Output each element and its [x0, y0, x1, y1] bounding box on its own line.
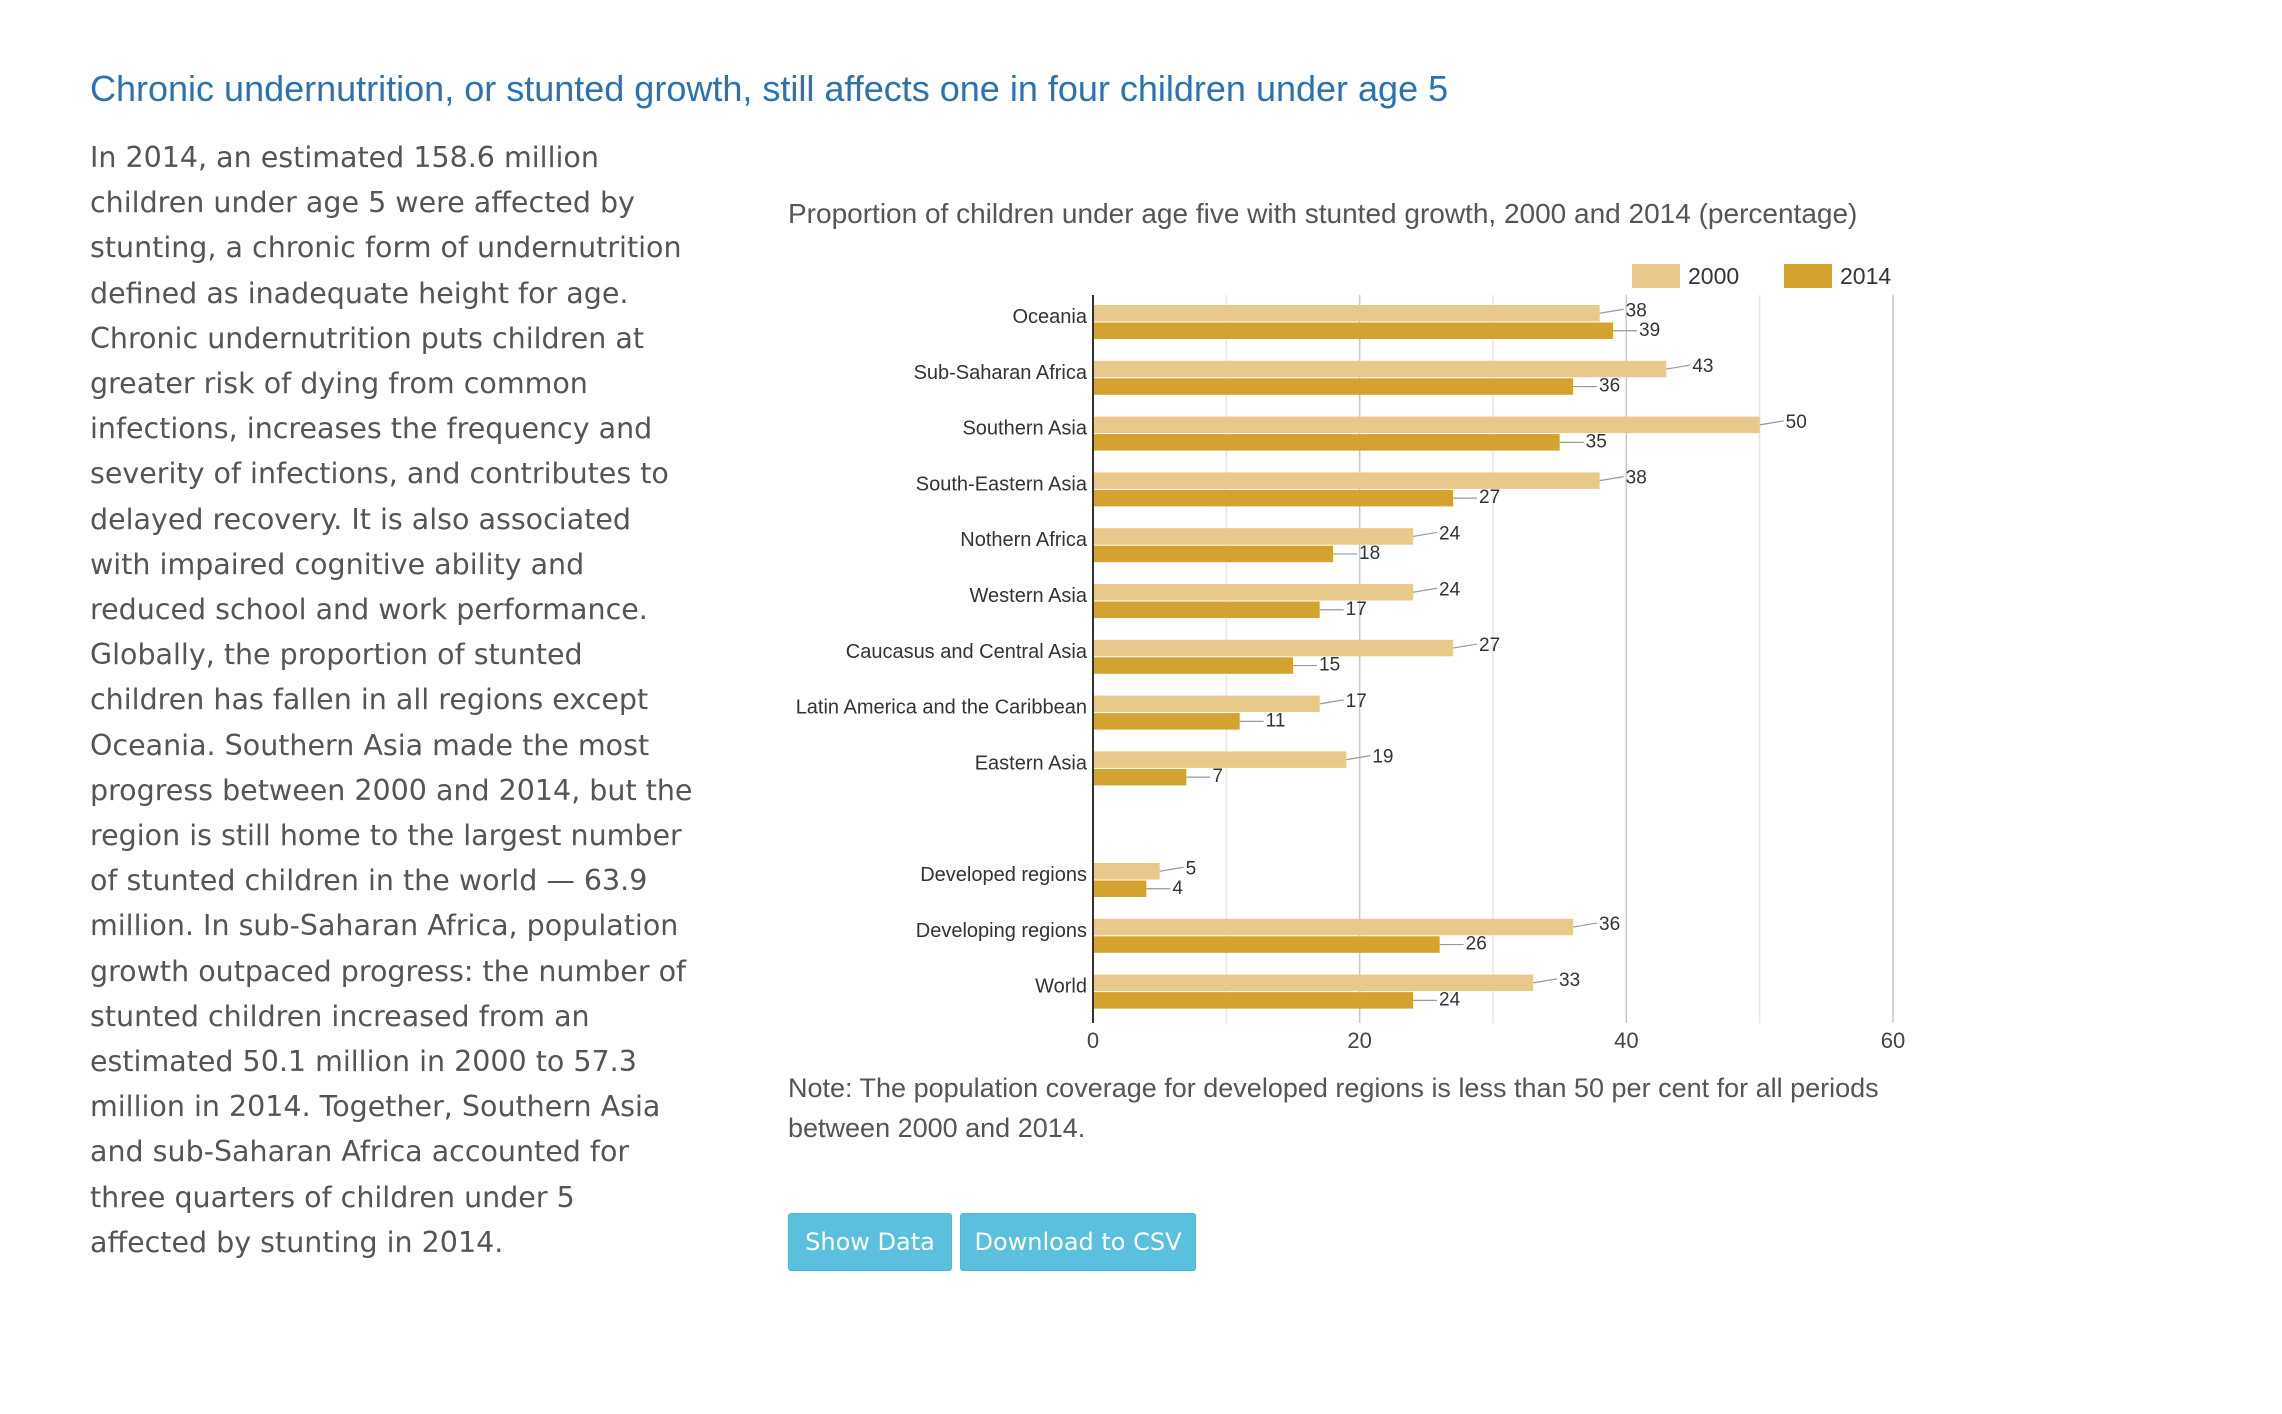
bar-2000: [1093, 416, 1760, 434]
category-label: Sub-Saharan Africa: [914, 362, 1088, 384]
x-tick-label: 60: [1881, 1028, 1905, 1053]
value-leader: [1319, 699, 1344, 705]
x-tick-label: 20: [1347, 1028, 1371, 1053]
category-label: Latin America and the Caribbean: [796, 697, 1087, 719]
data-label: 27: [1479, 635, 1500, 656]
bar-2014: [1093, 489, 1453, 507]
data-label: 33: [1559, 970, 1580, 991]
legend-swatch: [1784, 264, 1832, 288]
chart-note: Note: The population coverage for develo…: [788, 1073, 1879, 1143]
category-label: Developing regions: [916, 920, 1087, 942]
data-label: 5: [1186, 858, 1197, 879]
x-tick-label: 0: [1087, 1028, 1099, 1053]
bar-2014: [1093, 880, 1147, 897]
data-label: 24: [1439, 989, 1461, 1010]
bar-2000: [1093, 472, 1600, 489]
bar-2000: [1093, 918, 1573, 936]
page-title: Chronic undernutrition, or stunted growt…: [90, 68, 1449, 109]
data-label: 36: [1599, 914, 1620, 935]
category-label: Nothern Africa: [960, 529, 1088, 551]
data-label: 11: [1266, 710, 1286, 731]
data-label: 43: [1692, 356, 1713, 377]
data-label: 38: [1626, 468, 1647, 489]
data-label: 7: [1212, 766, 1223, 787]
value-leader: [1532, 978, 1558, 984]
value-leader: [1759, 420, 1784, 426]
category-label: Western Asia: [970, 585, 1088, 607]
value-leader: [1599, 476, 1624, 482]
value-leader: [1412, 531, 1438, 538]
data-label: 27: [1479, 487, 1500, 508]
category-label: South-Eastern Asia: [916, 473, 1088, 495]
bar-2014: [1093, 322, 1613, 339]
data-label: 50: [1786, 412, 1807, 433]
bar-2014: [1093, 601, 1320, 618]
category-label: Southern Asia: [962, 418, 1087, 440]
value-leader: [1412, 587, 1438, 593]
x-tick-label: 40: [1614, 1028, 1638, 1053]
value-leader: [1572, 922, 1598, 928]
bar-2014: [1093, 434, 1560, 451]
bar-2014: [1093, 713, 1240, 730]
body-text: In 2014, an estimated 158.6 million chil…: [90, 141, 693, 1259]
bar-2000: [1093, 863, 1160, 880]
bar-2000: [1093, 584, 1413, 601]
bar-2014: [1093, 936, 1440, 953]
category-label: World: [1035, 976, 1087, 998]
bar-2014: [1093, 657, 1293, 674]
bar-2000: [1093, 528, 1413, 545]
show-data-button[interactable]: Show Data: [788, 1213, 952, 1271]
data-label: 15: [1319, 655, 1340, 676]
bar-2014: [1093, 768, 1187, 786]
data-label: 36: [1599, 376, 1620, 397]
data-label: 39: [1639, 320, 1660, 341]
bar-2014: [1093, 378, 1573, 395]
bar-2000: [1093, 305, 1600, 322]
bar-2000: [1093, 695, 1320, 713]
bar-2000: [1093, 751, 1347, 768]
value-leader: [1599, 308, 1624, 314]
category-label: Developed regions: [920, 864, 1087, 886]
data-label: 24: [1439, 579, 1461, 600]
data-label: 24: [1439, 523, 1461, 544]
category-label: Oceania: [1013, 306, 1088, 328]
bar-2000: [1093, 360, 1667, 378]
download-csv-button[interactable]: Download to CSV: [960, 1213, 1196, 1271]
bar-2000: [1093, 639, 1453, 657]
legend-label: 2000: [1688, 263, 1739, 289]
data-label: 4: [1172, 878, 1183, 899]
data-label: 35: [1586, 431, 1607, 452]
data-label: 19: [1372, 747, 1393, 768]
category-label: Eastern Asia: [975, 752, 1088, 774]
value-leader: [1159, 866, 1184, 872]
data-label: 17: [1346, 599, 1367, 620]
data-label: 18: [1359, 543, 1380, 564]
bar-2000: [1093, 974, 1533, 992]
chart-bars: [1093, 305, 1760, 1009]
data-label: 17: [1346, 691, 1367, 712]
chart-grid: [1225, 295, 1894, 1023]
bar-2014: [1093, 545, 1333, 563]
category-label: Caucasus and Central Asia: [846, 641, 1088, 663]
chart-axes: 0 20 40 60: [1087, 295, 1905, 1053]
chart-title: Proportion of children under age five wi…: [788, 198, 1858, 229]
bar-2014: [1093, 992, 1413, 1009]
data-label: 26: [1466, 934, 1487, 955]
data-label: 38: [1626, 300, 1647, 321]
value-leader: [1452, 643, 1478, 649]
legend-label: 2014: [1840, 263, 1891, 289]
value-leader: [1346, 755, 1371, 761]
value-leader: [1666, 364, 1691, 370]
legend-swatch: [1632, 264, 1680, 288]
chart-legend: 2000 2014: [1632, 263, 1891, 289]
